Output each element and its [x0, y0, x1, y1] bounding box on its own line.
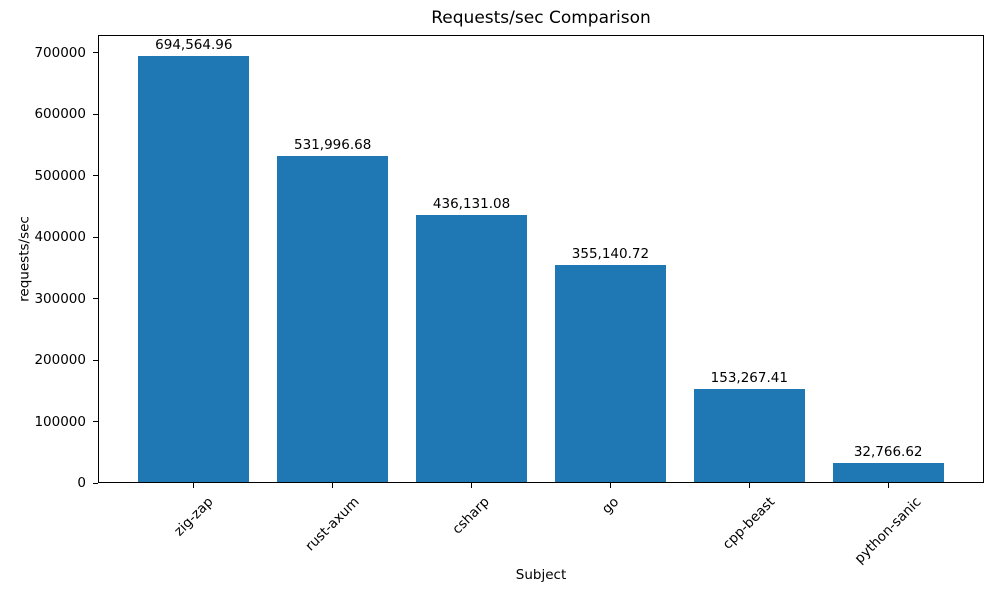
y-tick-mark	[93, 113, 98, 115]
y-tick-mark	[93, 421, 98, 423]
bar-csharp	[416, 215, 528, 483]
y-tick-label: 400000	[34, 229, 86, 246]
x-tick-mark	[471, 483, 473, 488]
y-tick-label: 500000	[34, 167, 86, 184]
x-tick-mark	[609, 483, 611, 488]
y-tick-mark	[93, 298, 98, 300]
y-tick-label: 300000	[34, 290, 86, 307]
bar-zig-zap	[138, 56, 250, 483]
y-tick-mark	[93, 359, 98, 361]
y-tick-mark	[93, 52, 98, 54]
y-tick-label: 100000	[34, 413, 86, 430]
x-tick-label-zig-zap: zig-zap	[170, 494, 217, 540]
x-tick-label-csharp: csharp	[449, 494, 493, 538]
x-tick-mark	[748, 483, 750, 488]
y-tick-mark	[93, 175, 98, 177]
bar-value-label-python-sanic: 32,766.62	[853, 443, 923, 460]
bar-value-label-go: 355,140.72	[571, 245, 650, 262]
bar-value-label-zig-zap: 694,564.96	[155, 37, 233, 54]
x-tick-label-go: go	[598, 494, 622, 518]
bar-go	[554, 264, 666, 483]
y-tick-label: 0	[77, 475, 86, 491]
bar-python-sanic	[832, 462, 944, 483]
bar-value-label-cpp-beast: 153,267.41	[710, 369, 788, 386]
chart-title: Requests/sec Comparison	[431, 8, 651, 28]
x-tick-label-rust-axum: rust-axum	[302, 494, 363, 555]
x-tick-label-cpp-beast: cpp-beast	[719, 494, 779, 553]
bar-cpp-beast	[693, 388, 805, 483]
bar-value-label-rust-axum: 531,996.68	[294, 137, 372, 154]
x-tick-label-python-sanic: python-sanic	[851, 494, 925, 567]
y-tick-label: 600000	[34, 106, 86, 123]
x-axis-label: Subject	[515, 567, 567, 583]
x-tick-mark	[887, 483, 889, 488]
x-tick-mark	[332, 483, 334, 488]
y-tick-label: 200000	[34, 352, 86, 369]
x-tick-mark	[193, 483, 195, 488]
y-tick-mark	[93, 482, 98, 484]
y-tick-label: 700000	[34, 44, 86, 61]
bar-value-label-csharp: 436,131.08	[432, 196, 511, 213]
bar-rust-axum	[277, 156, 389, 483]
y-tick-mark	[93, 236, 98, 238]
